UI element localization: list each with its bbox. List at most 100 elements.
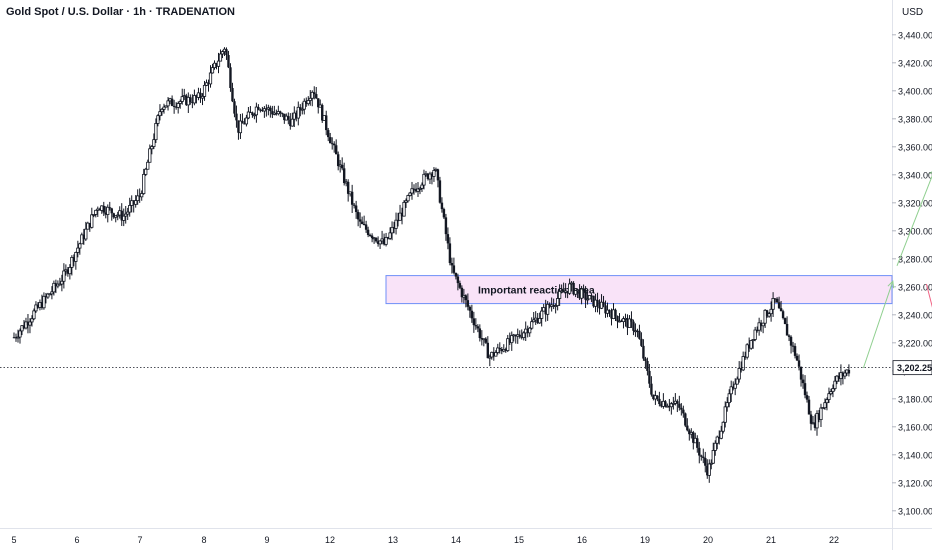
candle-body-up [42,295,46,309]
candle-body-up [134,200,138,205]
candle-body-down [775,298,779,303]
candle-body-up [404,200,408,203]
candle-body-down [346,181,350,194]
candle-body-up [20,325,24,332]
candle-body-down [504,349,507,351]
candle-body-down [466,300,470,307]
candle-body-down [325,115,328,131]
candle-body-down [841,372,845,377]
candle-body-up [30,318,34,323]
candle-body-down [656,395,659,399]
candle-body-down [215,63,218,67]
candle-body-down [279,111,282,114]
candle-body-down [364,224,368,230]
candle-body-up [420,184,424,189]
candle-body-down [442,209,446,218]
candle-body-down [299,107,302,110]
candle-body-up [408,192,412,196]
candle-body-down [484,338,488,343]
candle-body-up [68,267,72,275]
candle-body-up [831,388,835,392]
candle-body-down [652,394,655,399]
candle-body-down [66,269,70,274]
x-tick-label: 13 [388,535,398,545]
candle-body-up [821,407,825,410]
candle-body-up [176,103,180,108]
candle-body-down [799,366,803,380]
candle-body-down [281,113,284,115]
candle-body-down [642,345,645,359]
candle-body-down [400,213,404,217]
candle-body-up [769,308,773,315]
candle-body-up [310,91,314,99]
chart-title: Gold Spot / U.S. Dollar · 1h · TRADENATI… [6,6,235,18]
candle-body-up [546,303,550,315]
candle-body-down [608,310,611,314]
candle-body-up [92,214,96,216]
candle-body-down [360,221,364,224]
candle-body-down [460,287,464,298]
candle-body-up [384,237,388,245]
candle-body-up [733,383,737,389]
candle-body-down [36,304,40,308]
y-tick-label: 3,380.00 [898,114,932,124]
candle-body-up [208,72,213,85]
candle-body-down [779,308,783,312]
candle-body-up [709,462,713,465]
candle-body-down [636,330,639,332]
candle-body-down [596,300,599,307]
candle-body-down [26,321,30,326]
candle-body-up [418,187,422,190]
candle-body-down [582,289,585,292]
candle-body-up [50,291,54,295]
candle-body-down [454,272,458,277]
candle-body-down [289,119,292,127]
candle-body-up [16,336,20,339]
candle-body-down [590,295,593,297]
candle-body-down [295,113,298,119]
candle-body-up [510,335,514,344]
candle-body-down [269,107,272,112]
candle-body-down [271,111,274,115]
candle-body-up [152,139,156,147]
x-tick-label: 22 [829,535,839,545]
currency-label[interactable]: USD [902,7,924,18]
candle-body-down [646,360,649,371]
candle-body-up [554,305,558,307]
candle-body-up [669,403,673,408]
candle-body-up [114,215,118,218]
candle-body-up [218,53,223,62]
candle-body-down [120,210,123,221]
y-tick-label: 3,180.00 [898,394,932,404]
candle-body-down [682,409,685,414]
candle-body-up [767,313,771,317]
candle-body-down [237,120,240,133]
candle-body-down [275,113,278,115]
x-tick-label: 12 [325,535,335,545]
candle-body-down [321,104,324,121]
candle-body-up [52,282,56,293]
candle-body-down [170,98,174,106]
candle-body-down [251,112,254,116]
candle-body-down [98,209,101,211]
candle-body-up [58,283,62,286]
candle-body-down [640,338,643,346]
candle-body-up [532,319,536,323]
y-tick-label: 3,400.00 [898,86,932,96]
candle-body-up [302,100,306,110]
candle-body-down [366,229,370,235]
candle-body-down [305,101,308,104]
candle-body-up [62,270,66,282]
candle-body-down [807,399,811,415]
candle-body-down [229,67,232,88]
candle-body-down [456,276,460,284]
candle-body-up [771,298,775,310]
candle-body-down [342,168,346,184]
x-tick-label: 7 [137,535,142,545]
candle-body-up [34,304,38,312]
candle-body-up [156,115,160,124]
candle-body-up [715,436,719,444]
candle-body-down [598,306,601,309]
